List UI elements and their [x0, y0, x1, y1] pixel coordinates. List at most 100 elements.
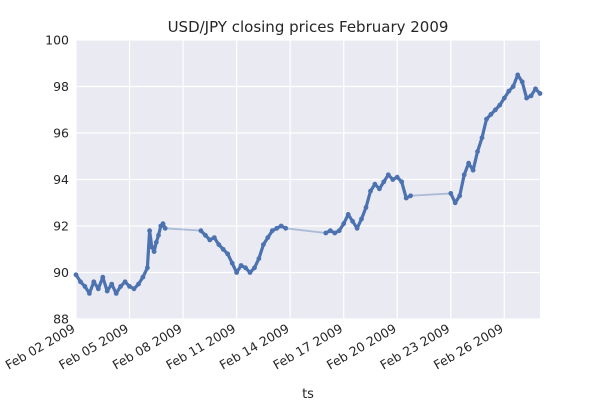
- data-point: [198, 228, 204, 234]
- y-tick-label: 96: [53, 126, 69, 141]
- data-point: [153, 239, 159, 245]
- data-point: [104, 288, 110, 294]
- data-point: [149, 244, 155, 250]
- data-point: [95, 286, 101, 292]
- y-tick-label: 90: [53, 265, 69, 280]
- data-point: [91, 279, 97, 285]
- data-point: [408, 193, 413, 199]
- data-point: [122, 279, 128, 285]
- y-tick-label: 92: [53, 219, 69, 234]
- data-point: [475, 149, 480, 155]
- data-point: [501, 95, 507, 101]
- data-point: [229, 260, 235, 266]
- data-point: [345, 212, 351, 217]
- data-point: [252, 265, 257, 271]
- series-group: [73, 72, 543, 296]
- data-point: [147, 228, 153, 234]
- data-point: [323, 230, 329, 236]
- y-tick-label: 88: [53, 312, 69, 327]
- data-point: [109, 281, 115, 287]
- data-point: [274, 225, 280, 231]
- data-point: [515, 72, 521, 78]
- data-point: [506, 88, 512, 94]
- data-point: [350, 218, 355, 224]
- data-point: [385, 172, 391, 178]
- data-point: [381, 179, 387, 185]
- data-point: [216, 242, 222, 248]
- data-point: [493, 107, 498, 113]
- data-point: [528, 93, 534, 99]
- data-point: [283, 225, 289, 231]
- data-point: [336, 228, 342, 234]
- data-point: [479, 135, 485, 141]
- x-axis-title: ts: [302, 387, 314, 400]
- data-point: [162, 225, 168, 231]
- data-point: [113, 291, 119, 296]
- data-point: [145, 265, 150, 271]
- data-point: [256, 256, 262, 261]
- data-point: [461, 172, 467, 178]
- data-point: [82, 284, 88, 289]
- data-point: [399, 179, 405, 185]
- data-point: [403, 195, 409, 201]
- data-point: [278, 223, 284, 229]
- y-tick-labels: 88 90 92 94 96 98 100: [45, 33, 69, 327]
- data-point: [394, 174, 400, 180]
- data-point: [363, 205, 369, 210]
- data-point: [151, 249, 157, 255]
- data-point: [127, 284, 132, 289]
- data-point: [247, 270, 253, 275]
- chart-title: USD/JPY closing prices February 2009: [168, 18, 449, 36]
- data-point: [452, 200, 458, 206]
- y-tick-label: 98: [53, 79, 69, 94]
- data-point: [100, 274, 106, 280]
- data-point: [238, 263, 244, 268]
- data-point: [118, 284, 123, 289]
- data-point: [140, 274, 146, 280]
- data-point: [466, 160, 471, 166]
- data-point: [207, 237, 213, 243]
- data-point: [220, 246, 226, 252]
- data-point: [211, 235, 217, 241]
- data-point: [488, 112, 494, 117]
- gap-connector: [410, 192, 451, 197]
- data-point: [332, 230, 338, 236]
- data-point: [448, 191, 454, 196]
- data-point: [497, 102, 503, 108]
- data-point: [390, 177, 396, 182]
- data-point: [341, 221, 347, 227]
- data-point: [265, 235, 271, 241]
- data-point: [234, 270, 240, 275]
- data-point: [156, 232, 161, 238]
- data-point: [484, 116, 489, 122]
- data-point: [269, 228, 275, 234]
- data-point: [73, 272, 79, 278]
- data-point: [524, 95, 529, 101]
- data-point: [261, 242, 266, 248]
- data-point: [359, 216, 364, 222]
- data-point: [377, 186, 382, 192]
- weekend-gap-lines: [165, 192, 451, 234]
- data-point: [519, 79, 525, 85]
- data-point: [537, 91, 543, 96]
- gap-connector: [285, 227, 326, 234]
- data-point: [225, 251, 231, 257]
- data-point: [160, 221, 166, 227]
- data-point: [470, 167, 476, 173]
- data-point: [203, 232, 208, 238]
- data-point: [533, 86, 538, 92]
- data-point: [457, 193, 463, 199]
- data-point: [354, 225, 360, 231]
- data-point: [372, 181, 378, 187]
- data-point: [368, 188, 373, 194]
- data-point: [131, 286, 137, 292]
- data-point: [136, 281, 141, 287]
- y-tick-label: 94: [53, 172, 69, 187]
- data-point: [243, 265, 248, 271]
- gap-connector: [165, 227, 201, 232]
- data-point: [78, 279, 83, 285]
- data-point: [327, 228, 333, 234]
- data-point: [510, 84, 516, 89]
